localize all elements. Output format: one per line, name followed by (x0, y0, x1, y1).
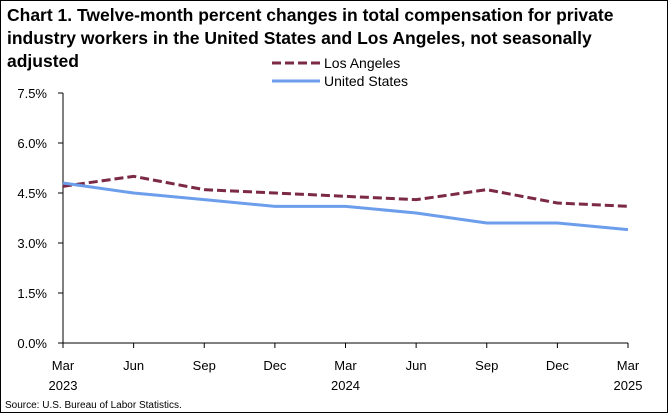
x-tick-label: Dec (263, 358, 287, 373)
series-line-united-states (62, 181, 629, 232)
source-note: Source: U.S. Bureau of Labor Statistics. (5, 400, 182, 411)
y-tick-label: 3.0% (17, 236, 47, 251)
y-tick-label: 4.5% (17, 186, 47, 201)
chart-title-line-1: Chart 1. Twelve-month percent changes in… (7, 5, 614, 25)
x-tick-label: Jun (123, 358, 144, 373)
x-tick-label: Mar (52, 358, 75, 373)
chart-title-line-2: industry workers in the United States an… (7, 28, 592, 71)
x-tick-label: 2024 (331, 378, 360, 393)
y-tick-label: 1.5% (17, 286, 47, 301)
y-tick-label: 6.0% (17, 136, 47, 151)
chart-title: Chart 1. Twelve-month percent changes in… (7, 4, 663, 73)
y-tick-label: 7.5% (17, 86, 47, 101)
x-tick-label: Sep (193, 358, 216, 373)
legend-label-los-angeles: Los Angeles (324, 55, 400, 71)
x-tick-label: Jun (406, 358, 427, 373)
x-tick-label: 2023 (49, 378, 78, 393)
series-line-los-angeles (62, 174, 629, 208)
legend-label-united-states: United States (324, 73, 408, 89)
x-tick-label: Sep (475, 358, 498, 373)
x-tick-label: Mar (334, 358, 357, 373)
x-tick-label: Dec (546, 358, 570, 373)
x-tick-label: Mar (617, 358, 640, 373)
x-tick-label: 2025 (614, 378, 643, 393)
y-tick-label: 0.0% (17, 336, 47, 351)
